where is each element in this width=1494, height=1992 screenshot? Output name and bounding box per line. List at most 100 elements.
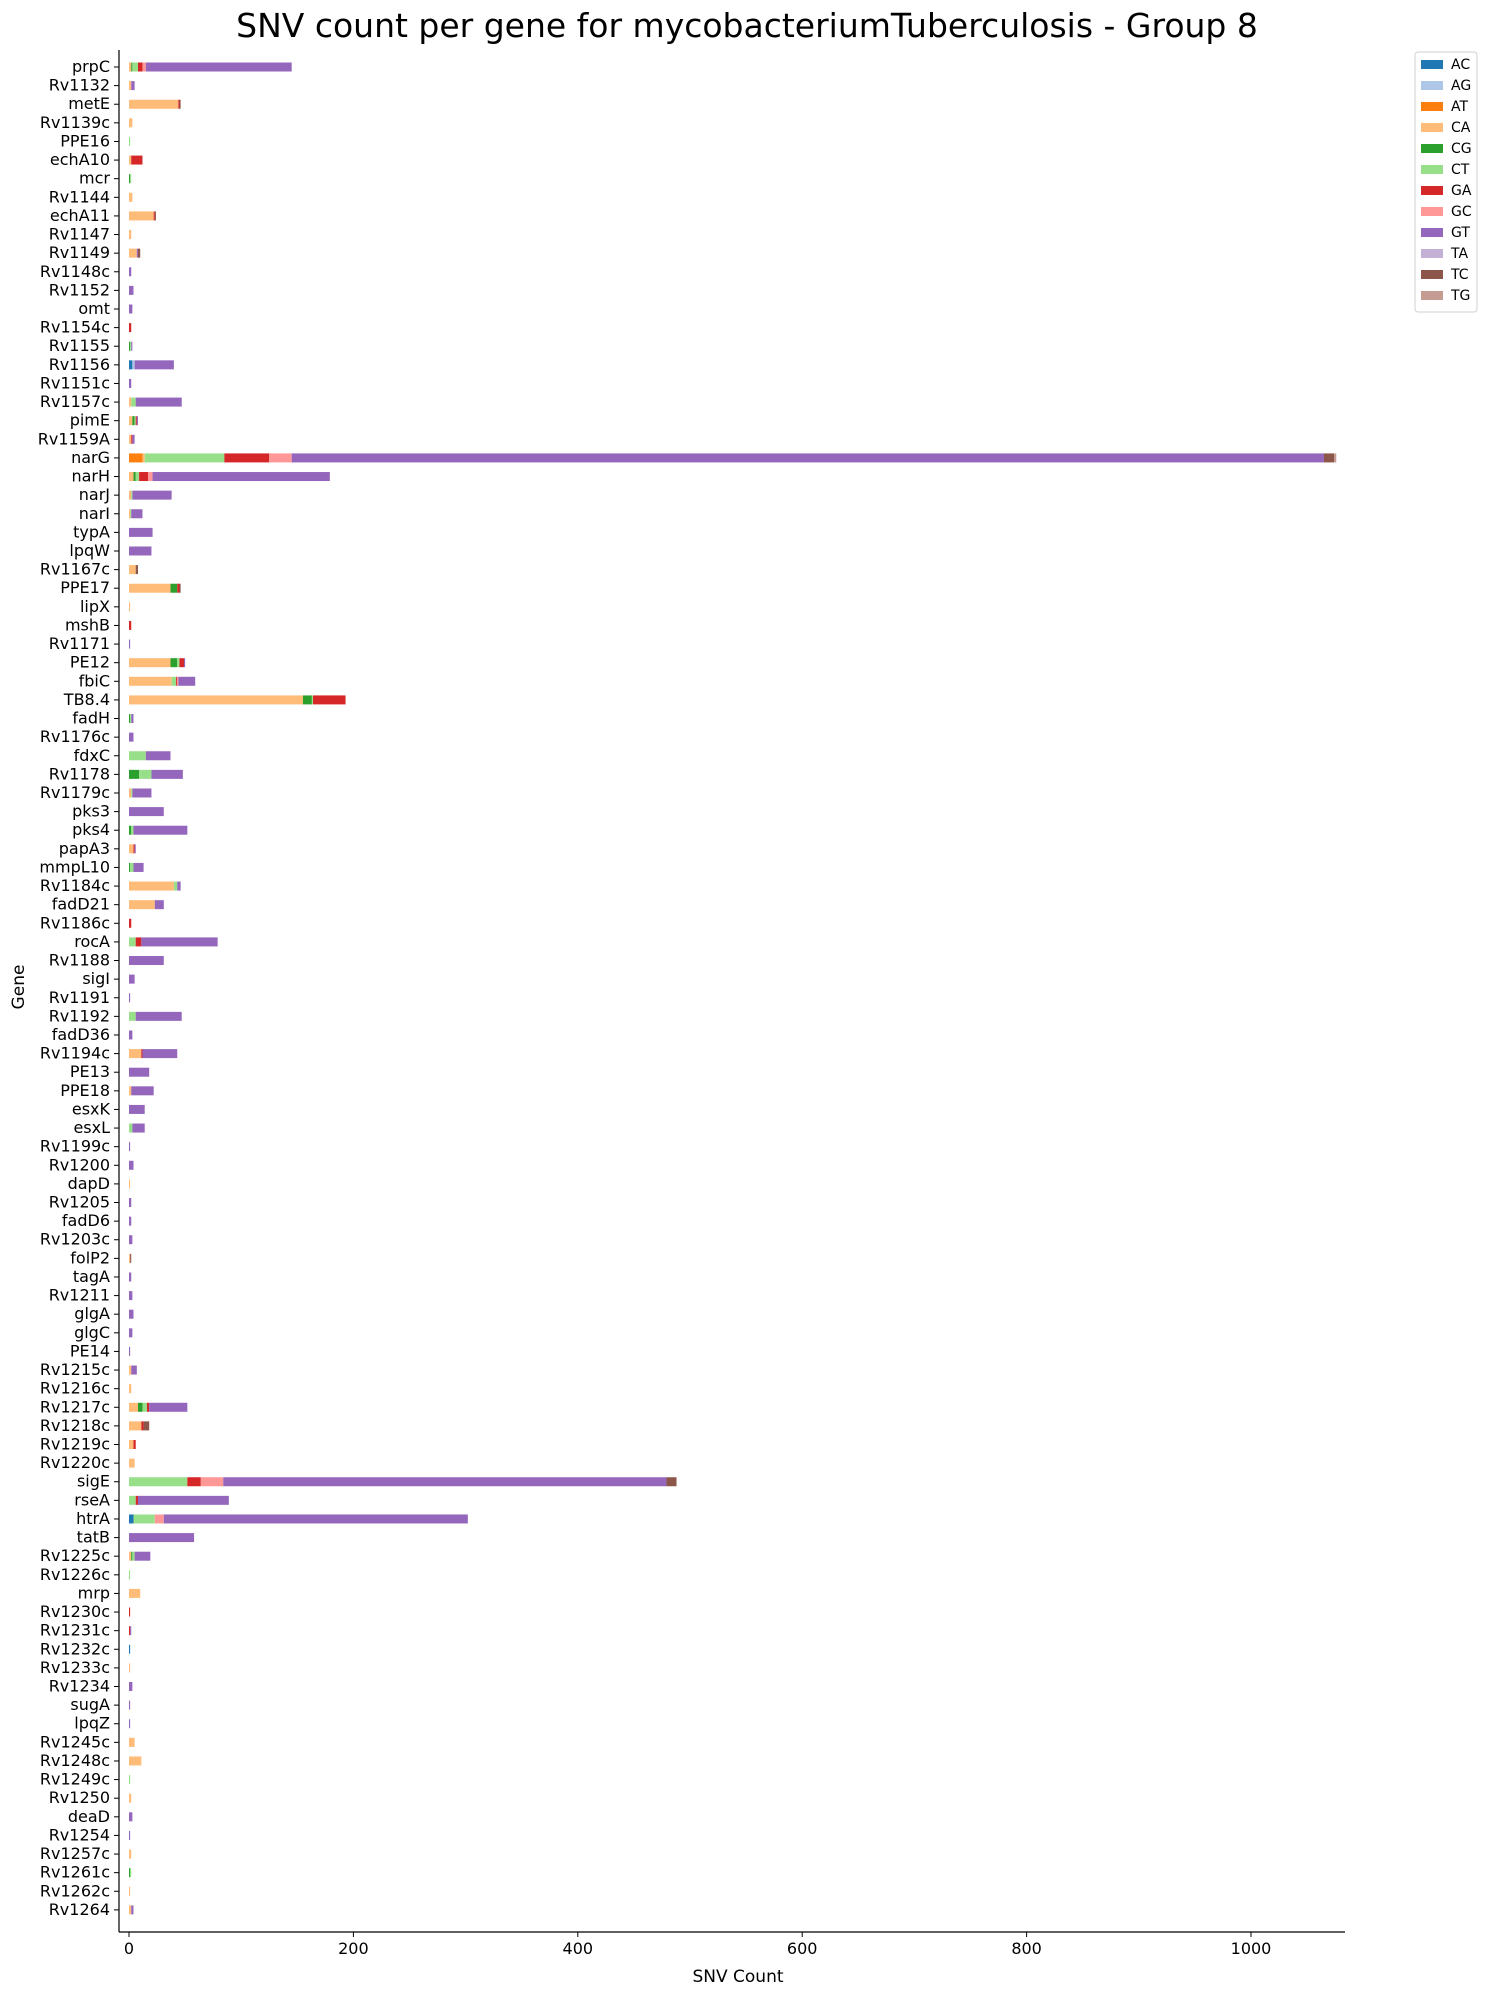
y-tick-label: Rv1200 xyxy=(49,1155,110,1174)
y-tick-label: Rv1147 xyxy=(49,225,110,244)
bar-segment-cg xyxy=(131,1551,133,1561)
y-tick-label: lpqW xyxy=(69,541,110,560)
bar-segment-ca xyxy=(129,1086,132,1096)
y-tick-label: rseA xyxy=(74,1490,110,1509)
y-tick-label: Rv1261c xyxy=(40,1863,110,1882)
bar-segment-ca xyxy=(129,99,179,109)
y-tick-label: Rv1156 xyxy=(49,355,110,374)
bar-segment-gt xyxy=(129,1830,131,1840)
y-tick-label: sigI xyxy=(82,969,110,988)
y-tick-label: pimE xyxy=(70,411,110,430)
y-tick-label: prpC xyxy=(72,57,110,76)
bar-segment-gt xyxy=(129,1309,134,1319)
bar-segment-ca xyxy=(129,565,136,575)
y-tick-label: papA3 xyxy=(59,839,110,858)
bar-segment-ca xyxy=(129,1905,132,1915)
x-axis-ticks: 0 200 400 600 800 1000 xyxy=(124,1932,1271,1958)
bar-segment-ct xyxy=(129,1495,136,1505)
bar-segment-tc xyxy=(135,565,138,575)
bar-segment-gt xyxy=(134,844,136,854)
y-tick-label: pks3 xyxy=(72,802,110,821)
bar-segment-gt xyxy=(134,1551,151,1561)
bar-segment-ga xyxy=(135,1495,138,1505)
legend-label-gt: GT xyxy=(1451,225,1470,241)
y-tick-label: Rv1230c xyxy=(40,1602,110,1621)
legend-label-at: AT xyxy=(1451,99,1468,115)
bar-segment-gt xyxy=(129,1346,131,1356)
y-tick-label: fadD21 xyxy=(52,895,110,914)
legend-label-ta: TA xyxy=(1450,246,1468,262)
bar-segment-gt xyxy=(136,248,138,258)
bar-segment-gt xyxy=(129,1216,132,1226)
bar-segment-cg xyxy=(129,769,140,779)
y-tick-label: fdxC xyxy=(74,746,110,765)
bar-segment-gt xyxy=(152,472,330,482)
bar-segment-gt xyxy=(129,285,134,295)
bar-segment-ca xyxy=(129,397,132,407)
bar-segment-gt xyxy=(132,490,172,500)
bar-segment-tc xyxy=(154,211,156,221)
bar-segment-ca xyxy=(129,1421,142,1431)
y-tick-label: Rv1148c xyxy=(40,262,110,281)
y-tick-label: fadD36 xyxy=(52,1025,110,1044)
bar-segment-ct xyxy=(131,490,133,500)
y-tick-label: Rv1186c xyxy=(40,913,110,932)
bar-segment-ct xyxy=(129,1775,131,1785)
y-axis-ticks: prpCRv1132metERv1139cPPE16echA10mcrRv114… xyxy=(38,57,119,1919)
bar-segment-ca xyxy=(129,81,132,91)
legend-swatch-tg xyxy=(1421,291,1443,300)
y-tick-label: Rv1211 xyxy=(49,1286,110,1305)
bar-segment-ca xyxy=(129,1756,142,1766)
bar-segment-ga xyxy=(133,1440,136,1450)
y-tick-label: metE xyxy=(68,94,110,113)
legend-label-cg: CG xyxy=(1451,141,1472,157)
y-tick-label: Rv1205 xyxy=(49,1193,110,1212)
y-tick-label: PE14 xyxy=(70,1341,110,1360)
bar-segment-gt xyxy=(145,751,171,761)
x-tick-label: 0 xyxy=(124,1939,134,1958)
y-tick-label: typA xyxy=(73,522,110,541)
y-tick-label: Rv1245c xyxy=(40,1732,110,1751)
x-tick-label: 600 xyxy=(787,1939,818,1958)
bar-segment-gc xyxy=(148,472,153,482)
bar-segment-gt xyxy=(129,1030,133,1040)
bar-segment-gt xyxy=(129,1142,131,1152)
y-tick-label: Rv1199c xyxy=(40,1137,110,1156)
y-tick-label: PPE16 xyxy=(60,131,110,150)
bar-segment-ga xyxy=(131,155,143,165)
bar-segment-gc xyxy=(269,453,292,463)
bar-segment-ct xyxy=(131,825,134,835)
y-tick-label: lipX xyxy=(80,597,110,616)
bar-segment-tc xyxy=(130,1253,132,1263)
y-tick-label: mrp xyxy=(78,1583,110,1602)
bar-segment-ca xyxy=(129,1886,131,1896)
bar-segment-ca xyxy=(129,881,174,891)
bar-segment-ct xyxy=(144,453,225,463)
bar-segment-ct xyxy=(130,714,132,724)
bar-segment-gt xyxy=(130,1626,132,1636)
bar-segment-ag xyxy=(132,360,135,370)
legend-label-ca: CA xyxy=(1451,120,1471,136)
y-tick-label: Rv1250 xyxy=(49,1788,110,1807)
bar-segment-ct xyxy=(129,751,146,761)
bar-segment-tc xyxy=(666,1477,677,1487)
bar-segment-gt xyxy=(291,453,1324,463)
bar-segment-ga xyxy=(141,1049,143,1059)
legend-swatch-at xyxy=(1421,102,1443,111)
bar-segment-ga xyxy=(133,844,135,854)
bar-segment-gt xyxy=(149,1402,188,1412)
y-tick-label: Rv1144 xyxy=(49,187,110,206)
bar-segment-ca xyxy=(142,453,145,463)
legend-label-ga: GA xyxy=(1451,183,1472,199)
bar-segment-ga xyxy=(141,1421,144,1431)
y-tick-label: Rv1226c xyxy=(40,1565,110,1584)
y-axis-label: Gene xyxy=(9,965,29,1010)
y-tick-label: narJ xyxy=(79,485,110,504)
legend: AC AG AT CA CG CT GA GC GT TA TC TG xyxy=(1414,51,1478,313)
bar-segment-gt xyxy=(129,1812,133,1822)
y-tick-label: Rv1233c xyxy=(40,1658,110,1677)
y-tick-label: omt xyxy=(78,299,110,318)
bar-segment-ca xyxy=(129,1179,131,1189)
bar-segment-gt xyxy=(129,956,164,966)
bar-segment-gt xyxy=(141,937,218,947)
